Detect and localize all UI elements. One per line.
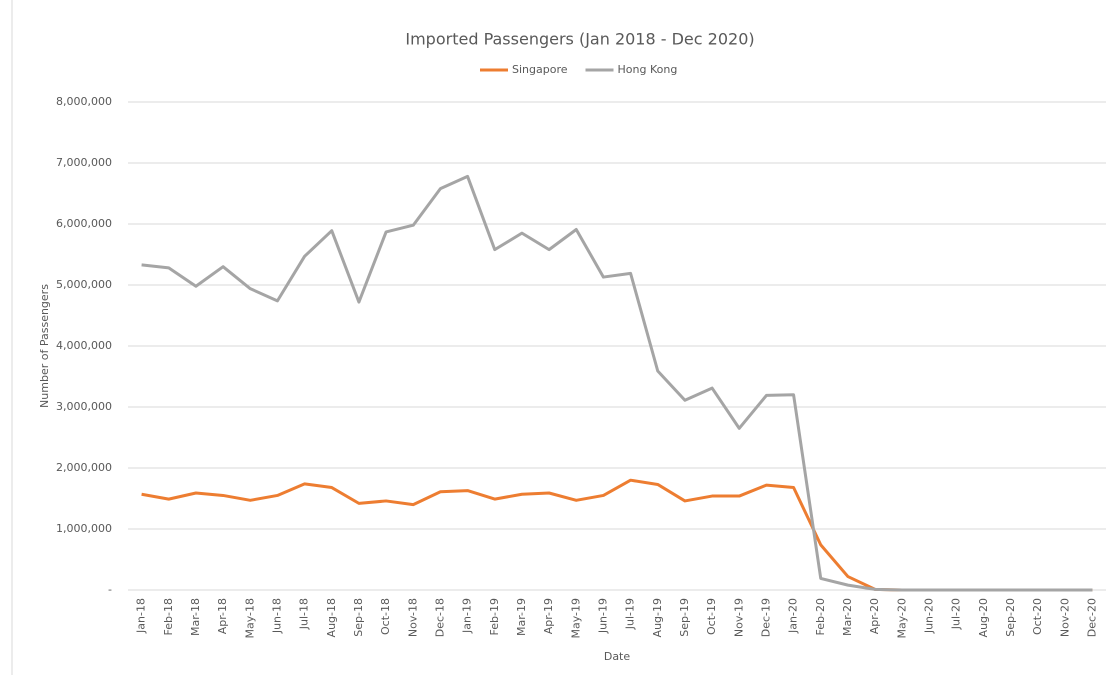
x-tick-label: Mar-20: [841, 598, 854, 636]
x-tick-label: Apr-19: [542, 598, 555, 634]
x-tick-label: Nov-19: [732, 598, 745, 637]
x-tick-label: Mar-18: [189, 598, 202, 636]
y-tick-label: -: [108, 583, 112, 596]
x-tick-label: Dec-18: [433, 598, 446, 637]
x-tick-label: Jun-18: [270, 598, 283, 634]
x-tick-label: Jan-20: [787, 598, 800, 634]
x-tick-label: Mar-19: [515, 598, 528, 636]
x-tick-label: Jul-20: [950, 598, 963, 630]
y-tick-label: 4,000,000: [56, 339, 112, 352]
x-tick-label: Oct-19: [705, 598, 718, 635]
chart-title: Imported Passengers (Jan 2018 - Dec 2020…: [405, 30, 754, 49]
x-tick-label: Aug-18: [325, 598, 338, 637]
x-tick-label: May-19: [569, 598, 582, 639]
x-tick-label: Oct-18: [379, 598, 392, 635]
x-tick-label: Sep-19: [678, 598, 691, 637]
series-line: [141, 174, 1093, 592]
y-tick-label: 6,000,000: [56, 217, 112, 230]
y-tick-label: 5,000,000: [56, 278, 112, 291]
x-tick-label: Oct-20: [1031, 598, 1044, 635]
y-axis-label: Number of Passengers: [38, 284, 51, 408]
y-tick-label: 2,000,000: [56, 461, 112, 474]
x-tick-label: May-20: [895, 598, 908, 639]
x-tick-label: Jun-19: [596, 598, 609, 634]
x-tick-label: Jul-19: [624, 598, 637, 630]
x-tick-label: Sep-20: [1004, 598, 1017, 637]
legend-label: Singapore: [512, 63, 568, 76]
x-tick-label: Aug-20: [977, 598, 990, 637]
x-tick-label: Jan-19: [461, 598, 474, 634]
x-tick-label: Apr-18: [216, 598, 229, 634]
x-tick-label: Jun-20: [922, 598, 935, 634]
x-tick-label: May-18: [243, 598, 256, 639]
x-axis-label: Date: [604, 650, 631, 663]
x-tick-label: Feb-19: [488, 598, 501, 635]
series-line: [141, 478, 1093, 592]
x-tick-label: Jul-18: [298, 598, 311, 630]
x-tick-label: Nov-20: [1058, 598, 1071, 637]
y-tick-label: 7,000,000: [56, 156, 112, 169]
y-tick-label: 3,000,000: [56, 400, 112, 413]
y-tick-label: 1,000,000: [56, 522, 112, 535]
x-tick-label: Dec-20: [1085, 598, 1098, 637]
y-tick-label: 8,000,000: [56, 95, 112, 108]
x-tick-label: Feb-20: [814, 598, 827, 635]
x-tick-label: Feb-18: [162, 598, 175, 635]
x-tick-label: Jan-18: [135, 598, 148, 634]
legend-label: Hong Kong: [618, 63, 678, 76]
x-tick-label: Sep-18: [352, 598, 365, 637]
x-tick-label: Apr-20: [868, 598, 881, 634]
x-tick-label: Aug-19: [651, 598, 664, 637]
x-tick-label: Dec-19: [759, 598, 772, 637]
x-tick-label: Nov-18: [406, 598, 419, 637]
